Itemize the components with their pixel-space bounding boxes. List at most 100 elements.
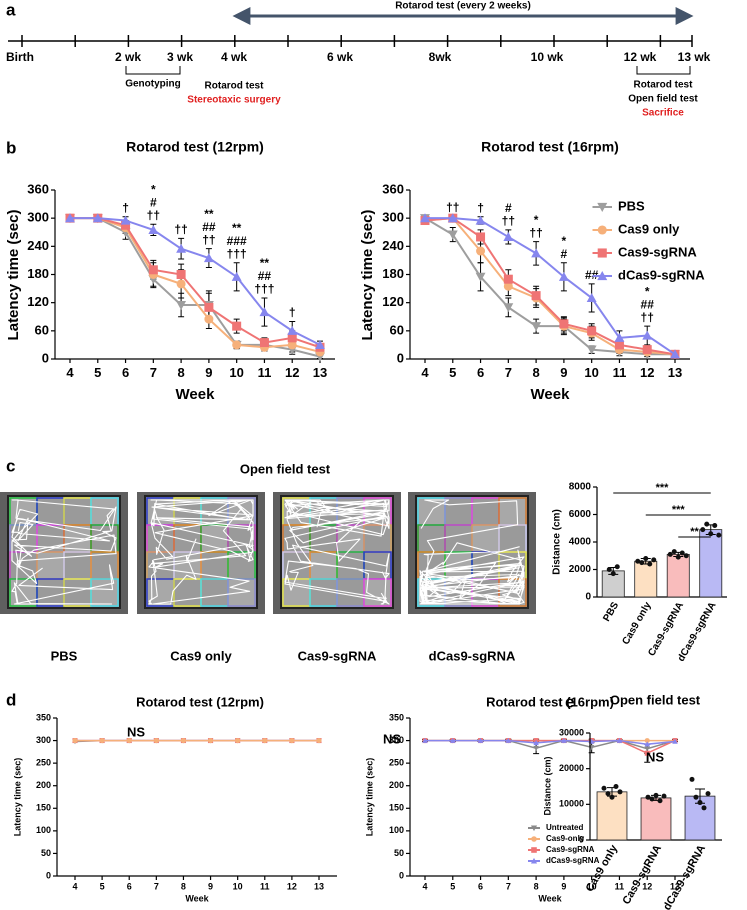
series-line [424, 217, 676, 356]
marker [447, 213, 458, 223]
chart-title: Open field test [610, 692, 701, 707]
annotation: † [122, 201, 129, 215]
open-field-image [0, 492, 128, 614]
x-tick-label: Cas9-sgRNA [620, 843, 664, 907]
annotation: ††† [227, 247, 247, 261]
data-point [649, 796, 655, 802]
y-axis-label: Distance (cm) [542, 756, 552, 815]
x-tick-label: 6 [122, 365, 129, 380]
marker [203, 253, 214, 263]
marker [475, 272, 486, 282]
y-tick-label: 300 [27, 210, 49, 225]
annotation: ## [258, 269, 272, 283]
age-label: 8wk [429, 50, 452, 64]
bracket-label: *** [656, 482, 670, 494]
marker [447, 230, 458, 240]
data-point [605, 791, 611, 797]
legend-label: Untreated [546, 823, 583, 832]
data-point [639, 560, 645, 566]
marker [561, 737, 567, 743]
annotation: ** [232, 221, 242, 235]
data-point [704, 521, 710, 527]
marker [559, 319, 569, 329]
data-point [679, 550, 685, 556]
x-tick-label: 4 [422, 882, 427, 892]
event-label: Rotarod test [634, 80, 694, 91]
marker [614, 340, 624, 350]
y-tick-label: 20000 [559, 763, 584, 773]
annotation: † [477, 201, 484, 215]
marker [92, 213, 103, 223]
marker [204, 314, 214, 324]
marker [644, 738, 650, 744]
data-point [700, 527, 706, 533]
y-tick-label: 180 [382, 266, 404, 281]
x-tick-label: 5 [449, 365, 456, 380]
data-point [657, 798, 663, 804]
bar [634, 560, 658, 598]
y-tick-label: 360 [27, 181, 49, 196]
legend-marker [597, 270, 608, 281]
x-tick-label: 13 [668, 365, 682, 380]
legend-label: PBS [618, 198, 645, 213]
age-label: 3 wk [167, 50, 193, 64]
marker [287, 340, 297, 350]
legend-marker [530, 857, 538, 864]
y-tick-label: 0 [399, 870, 404, 880]
x-tick-label: 11 [615, 882, 625, 892]
arena-cell [282, 578, 311, 607]
annotation: ** [260, 256, 270, 270]
marker [176, 270, 186, 279]
marker [262, 738, 268, 744]
y-tick-label: 200 [36, 780, 51, 790]
image-label: Cas9 only [170, 648, 232, 663]
x-axis-label: Week [538, 893, 562, 903]
series-line [425, 739, 676, 745]
chart-title: Rotarod test (16rpm) [481, 139, 619, 155]
marker [644, 746, 650, 752]
chart-title: Rotarod test (16rpm) [486, 694, 614, 709]
x-tick-label: 7 [506, 882, 511, 892]
x-tick-label: 10 [587, 882, 597, 892]
marker [531, 248, 542, 258]
track [11, 499, 117, 605]
bracket [636, 66, 691, 75]
x-tick-label: 10 [233, 882, 243, 892]
x-tick-label: 10 [584, 365, 598, 380]
marker [259, 307, 270, 317]
x-tick-label: 7 [505, 365, 512, 380]
marker [503, 303, 514, 313]
timeline: Rotarod test (every 2 weeks) Birth 2 wk … [6, 1, 711, 119]
marker [315, 339, 325, 349]
annotation: ## [202, 220, 216, 234]
marker [644, 741, 650, 747]
marker [533, 740, 539, 746]
marker [475, 215, 486, 225]
series-line [70, 217, 321, 349]
x-tick-label: 12 [642, 882, 652, 892]
y-tick-label: 250 [389, 758, 404, 768]
chart: Rotarod test (16rpm) Latency time (sec) We… [359, 139, 705, 403]
bar [666, 553, 690, 598]
bracket [125, 66, 181, 75]
y-tick-label: 250 [36, 758, 51, 768]
age-label: 6 wk [327, 50, 353, 64]
y-tick-label: 60 [35, 322, 49, 337]
x-tick-label: 7 [154, 882, 159, 892]
series-line [70, 217, 321, 346]
note: NS [127, 724, 145, 739]
marker [259, 338, 269, 348]
x-tick-label: 11 [260, 882, 270, 892]
y-tick-label: 0 [585, 592, 591, 603]
series-line [70, 217, 321, 353]
marker [176, 279, 186, 289]
marker [642, 345, 652, 355]
event-label: Rotarod test [205, 81, 265, 92]
marker [531, 291, 541, 301]
y-tick-label: 30000 [559, 727, 584, 737]
x-tick-label: 12 [640, 365, 654, 380]
chart: Rotarod test (16rpm) Latency time (sec) We… [364, 694, 690, 903]
x-tick-label: 8 [534, 882, 539, 892]
x-tick-label: 9 [561, 882, 566, 892]
